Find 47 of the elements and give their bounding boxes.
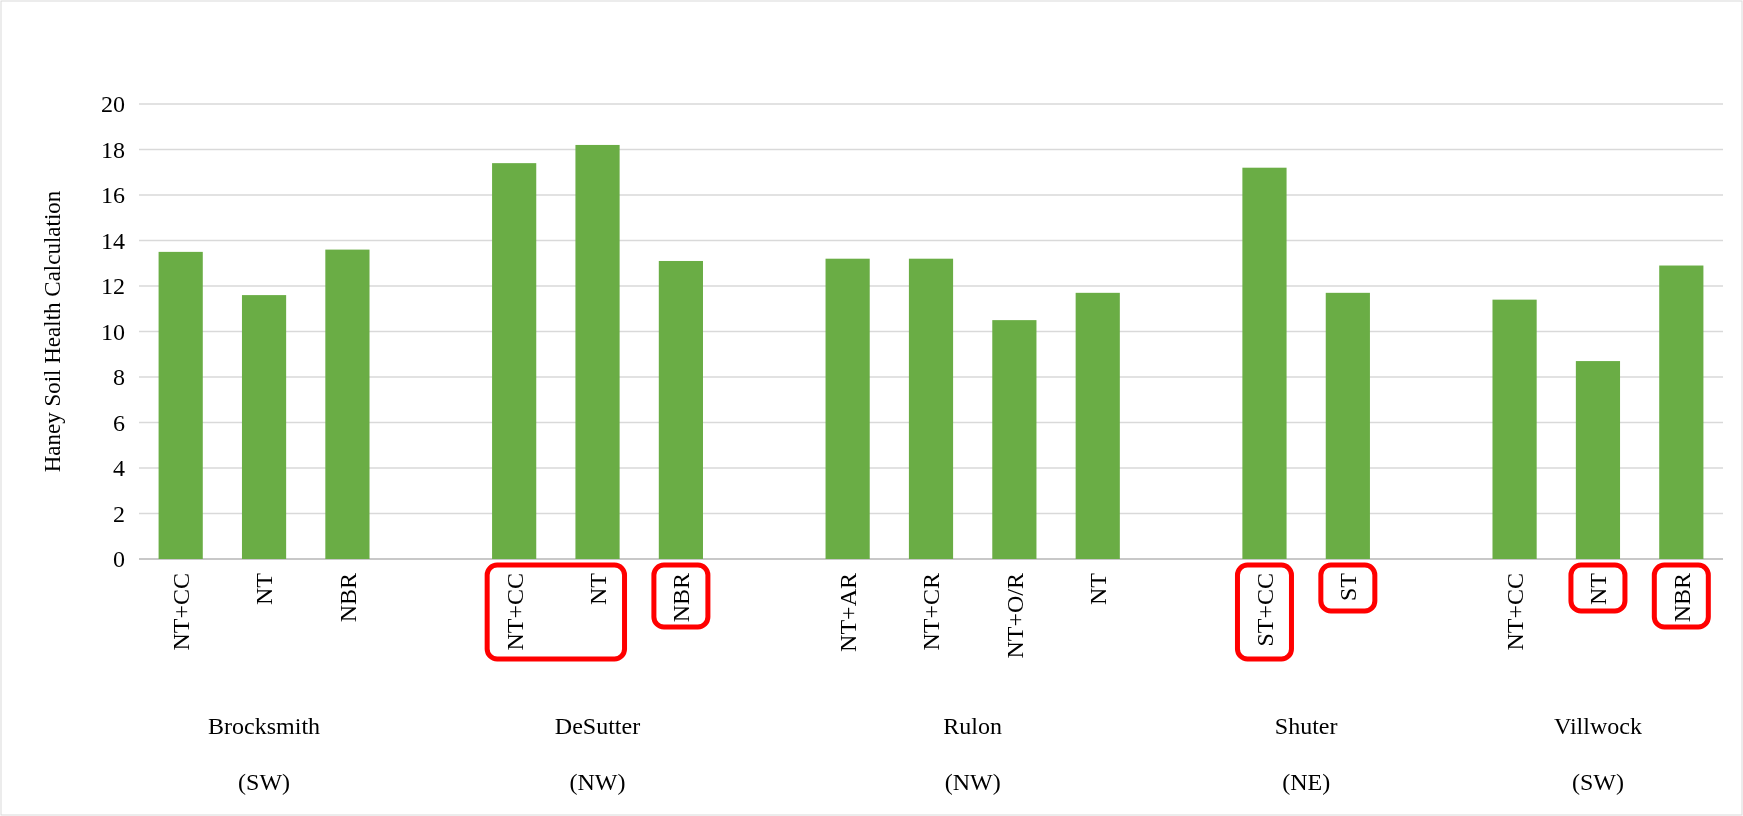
y-tick-label: 18 (101, 136, 125, 163)
bar (1242, 167, 1287, 559)
x-tick-label: ST (1335, 572, 1362, 602)
bar (492, 163, 537, 559)
bar (992, 320, 1037, 559)
text: DeSutter (NW) (554, 713, 641, 795)
bar (658, 260, 703, 559)
bar (1659, 265, 1704, 559)
x-tick-label: NT (584, 572, 611, 605)
bar (575, 144, 620, 559)
bar (1492, 299, 1537, 559)
x-tick-label: NT+CR (918, 573, 945, 651)
y-tick-label: 0 (113, 546, 125, 573)
x-tick-label: NT+AR (835, 573, 862, 652)
text: Shuter (NE) (1274, 713, 1338, 795)
bar (325, 249, 370, 559)
bar (908, 258, 954, 559)
y-tick-label: 10 (101, 318, 125, 345)
bar (158, 251, 203, 559)
text: Villwock (SW) (1554, 713, 1642, 795)
y-axis-title: Haney Soil Health Calculation (40, 190, 65, 473)
x-tick-label: NT (1085, 572, 1112, 605)
x-tick-label: NT+O/R (1001, 573, 1028, 659)
x-tick-label: NT+CC (1501, 573, 1528, 651)
bar (241, 295, 287, 559)
x-tick-label: NT+CC (501, 573, 528, 651)
bar (1325, 292, 1370, 559)
y-tick-label: 14 (101, 227, 125, 254)
y-tick-label: 20 (101, 91, 125, 118)
bar (1075, 292, 1120, 559)
x-tick-label: NBR (668, 573, 695, 623)
x-tick-label: NT (1585, 572, 1612, 605)
x-tick-label: NT (251, 572, 278, 605)
y-tick-label: 12 (101, 273, 125, 300)
y-tick-label: 8 (113, 364, 125, 391)
y-tick-label: 6 (113, 409, 125, 436)
y-tick-label: 4 (113, 455, 125, 482)
x-tick-label: NBR (1668, 573, 1695, 623)
text: Brocksmith (SW) (208, 713, 321, 795)
bar (825, 258, 870, 559)
x-tick-label: NT+CC (168, 573, 195, 651)
text: Rulon (NW) (943, 713, 1003, 795)
x-tick-label: ST+CC (1251, 573, 1278, 647)
y-tick-label: 2 (113, 500, 125, 527)
bar (1575, 361, 1621, 559)
x-tick-label: NBR (334, 573, 361, 623)
y-tick-label: 16 (101, 182, 125, 209)
